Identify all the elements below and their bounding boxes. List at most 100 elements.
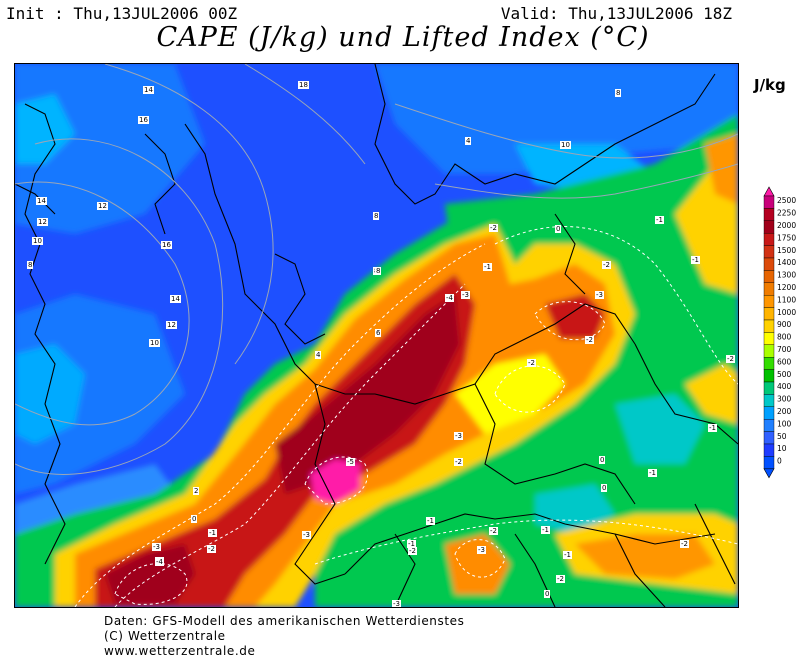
- contour-value-label: 0: [544, 590, 551, 598]
- contour-value-label: -5: [346, 458, 355, 466]
- contour-value-label: 12: [97, 202, 108, 210]
- contour-value-label: 14: [143, 86, 154, 94]
- contour-value-label: 4: [465, 137, 472, 145]
- field-cyan: [615, 394, 705, 464]
- contour-value-label: 16: [138, 116, 149, 124]
- legend-level-label: 1100: [777, 295, 796, 304]
- contour-value-label: 18: [298, 81, 309, 89]
- credits: Daten: GFS-Modell des amerikanischen Wet…: [104, 614, 465, 659]
- credits-copyright: (C) Wetterzentrale: [104, 629, 226, 643]
- contour-value-label: -3: [461, 291, 470, 299]
- legend-level-label: 700: [777, 345, 792, 354]
- credits-data-source: Daten: GFS-Modell des amerikanischen Wet…: [104, 614, 465, 628]
- contour-value-label: 12: [166, 321, 177, 329]
- contour-value-label: -1: [541, 526, 550, 534]
- contour-value-label: -1: [708, 424, 717, 432]
- contour-value-label: -2: [556, 575, 565, 583]
- legend-level-label: 200: [777, 407, 792, 416]
- legend-level-label: 1400: [777, 258, 796, 267]
- contour-value-label: -2: [454, 458, 463, 466]
- legend-swatch: [763, 418, 775, 432]
- contour-value-label: 14: [36, 197, 47, 205]
- contour-value-label: 8: [375, 267, 382, 275]
- legend-arrow-bottom: [763, 468, 775, 479]
- cape-field: [15, 64, 738, 607]
- contour-value-label: -1: [691, 256, 700, 264]
- field-cyan: [15, 94, 75, 164]
- contour-value-label: -2: [602, 261, 611, 269]
- legend-level-label: 1300: [777, 271, 796, 280]
- legend-level-label: 900: [777, 320, 792, 329]
- field-yellow: [685, 364, 738, 424]
- legend-swatch: [763, 356, 775, 370]
- contour-value-label: -3: [477, 546, 486, 554]
- contour-value-label: -2: [527, 359, 536, 367]
- legend-level-label: 400: [777, 382, 792, 391]
- contour-value-label: -1: [407, 540, 416, 548]
- credits-url: www.wetterzentrale.de: [104, 644, 256, 658]
- legend-swatch: [763, 456, 775, 469]
- legend-swatch: [763, 294, 775, 308]
- cape-contours: [15, 64, 738, 475]
- legend-level-label: 2000: [777, 221, 796, 230]
- contour-value-label: -4: [445, 294, 454, 302]
- contour-value-label: -3: [392, 600, 401, 608]
- contour-value-label: 8: [615, 89, 622, 97]
- legend-level-label: 500: [777, 370, 792, 379]
- field-magenta: [310, 459, 360, 504]
- legend-swatch: [763, 195, 775, 209]
- legend-swatch: [763, 431, 775, 445]
- contour-value-label: 10: [560, 141, 571, 149]
- cape-map: 181416141216121081412108620-1-2-3-4-5488…: [14, 63, 739, 608]
- contour-value-label: 6: [375, 329, 382, 337]
- contour-value-label: 0: [191, 515, 198, 523]
- contour-value-label: -1: [208, 529, 217, 537]
- legend-swatch: [763, 394, 775, 407]
- field-light-blue: [15, 64, 205, 234]
- contour-value-label: 8: [27, 261, 34, 269]
- contour-value-label: 0: [555, 225, 562, 233]
- contour-value-label: -2: [489, 224, 498, 232]
- legend-swatch: [763, 220, 775, 234]
- legend-level-label: 0: [777, 457, 782, 466]
- contour-value-label: -4: [155, 558, 164, 566]
- init-time: Init : Thu,13JUL2006 00Z: [6, 4, 238, 23]
- contour-value-label: 12: [37, 218, 48, 226]
- country-borders: [15, 64, 738, 607]
- legend-level-label: 100: [777, 419, 792, 428]
- legend-arrow-top: [763, 186, 775, 197]
- legend-swatch: [763, 406, 775, 420]
- legend-swatch: [763, 208, 775, 221]
- contour-value-label: 2: [193, 487, 200, 495]
- field-cyan: [15, 344, 85, 444]
- field-red: [95, 274, 475, 607]
- legend-level-label: 800: [777, 333, 792, 342]
- legend-level-label: 1500: [777, 246, 796, 255]
- contour-value-label: 16: [161, 241, 172, 249]
- contour-value-label: -3: [152, 543, 161, 551]
- legend-swatch: [763, 332, 775, 345]
- legend-level-label: 2500: [777, 196, 796, 205]
- contour-value-label: -1: [563, 551, 572, 559]
- field-light-blue: [15, 294, 185, 494]
- contour-value-label: 10: [32, 237, 43, 245]
- legend-swatch: [763, 307, 775, 321]
- legend-level-label: 50: [777, 432, 787, 441]
- valid-time: Valid: Thu,13JUL2006 18Z: [500, 4, 732, 23]
- contour-value-label: 10: [149, 339, 160, 347]
- legend-unit: J/kg: [754, 76, 786, 94]
- contour-value-label: -2: [726, 355, 735, 363]
- legend-swatch: [763, 319, 775, 333]
- legend-level-label: 300: [777, 395, 792, 404]
- legend-level-label: 1000: [777, 308, 796, 317]
- legend-swatch: [763, 257, 775, 271]
- field-orange: [445, 534, 510, 594]
- contour-value-label: -3: [454, 432, 463, 440]
- contour-value-label: -3: [595, 291, 604, 299]
- legend-level-label: 1200: [777, 283, 796, 292]
- contour-value-label: -1: [648, 469, 657, 477]
- contour-value-label: 0: [601, 484, 608, 492]
- legend-swatch: [763, 233, 775, 246]
- contour-value-label: 4: [315, 351, 322, 359]
- legend-swatch: [763, 443, 775, 457]
